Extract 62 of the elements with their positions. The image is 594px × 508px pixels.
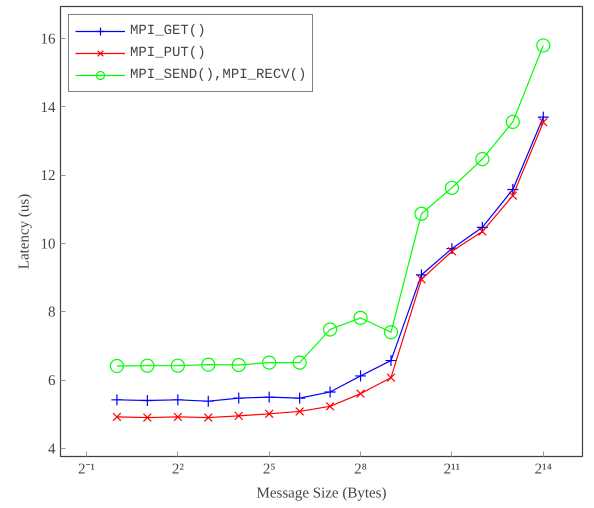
point (140, 358, 154, 373)
point (444, 180, 460, 195)
point (232, 392, 245, 404)
x-tick-label: 2² (172, 462, 184, 478)
point (110, 358, 124, 374)
point (142, 413, 152, 422)
y-tick-label: 16 (40, 32, 56, 48)
point (112, 412, 122, 422)
point (386, 373, 396, 382)
point (384, 354, 398, 367)
legend-label: MPI_PUT() (130, 45, 206, 61)
point (447, 246, 456, 256)
point (172, 394, 184, 406)
point (506, 114, 520, 129)
y-tick-label: 8 (48, 304, 56, 321)
point (356, 389, 366, 398)
point (232, 358, 246, 372)
legend-label: MPI_GET() (130, 23, 206, 39)
point (201, 358, 216, 372)
point (263, 390, 276, 404)
point (354, 370, 367, 382)
point (324, 386, 336, 398)
y-tick-label: 4 (48, 441, 56, 458)
point (264, 409, 274, 418)
point (173, 412, 182, 422)
point (204, 413, 213, 422)
point (538, 118, 548, 127)
y-tick-label: 10 (40, 236, 56, 252)
point (234, 411, 244, 420)
y-tick-label: 12 (40, 168, 56, 184)
point (508, 191, 518, 200)
y-axis-title: Latency (us) (16, 194, 32, 270)
point (262, 356, 276, 370)
point (110, 394, 124, 406)
point (506, 183, 519, 196)
x-axis-title: Message Size (Bytes) (256, 486, 386, 502)
point (292, 356, 307, 370)
point (478, 227, 487, 236)
x-tick-label: 2¹⁴ (534, 462, 552, 478)
point (322, 322, 338, 337)
point (446, 242, 458, 255)
point (141, 394, 154, 407)
point (384, 325, 398, 340)
y-tick-label: 6 (48, 373, 56, 390)
x-tick-label: 2⁻¹ (78, 462, 95, 478)
point (475, 152, 490, 166)
point (415, 268, 428, 281)
point (536, 38, 550, 53)
point (476, 221, 488, 234)
point (326, 402, 335, 411)
point (353, 310, 368, 325)
point (294, 392, 306, 404)
point (295, 406, 304, 416)
y-tick-label: 14 (40, 100, 56, 116)
point (414, 206, 429, 221)
x-tick-label: 2⁸ (354, 462, 367, 478)
point (416, 274, 426, 284)
legend-label: MPI_SEND(),MPI_RECV() (130, 67, 306, 83)
point (170, 358, 185, 373)
x-tick-label: 2¹¹ (444, 462, 460, 478)
x-tick-label: 2⁵ (262, 462, 276, 478)
point (202, 395, 214, 408)
